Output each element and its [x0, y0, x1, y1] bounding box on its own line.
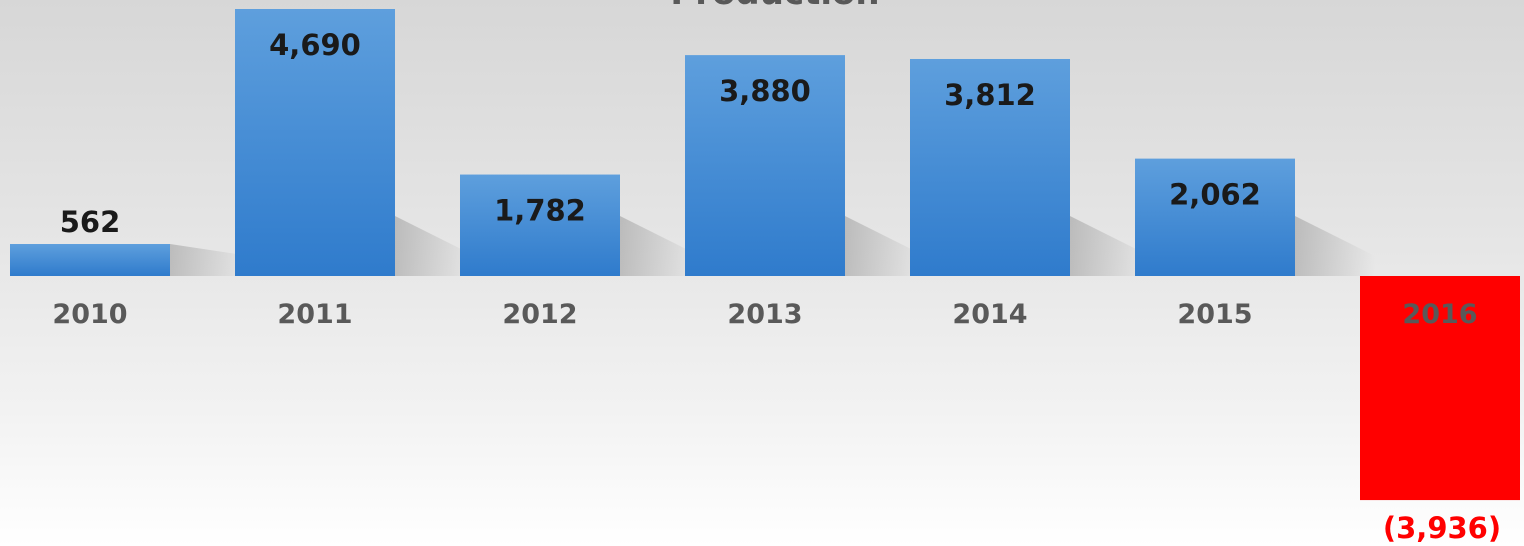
bar-2015: [1135, 158, 1295, 276]
bar-shadow: [395, 216, 475, 276]
tick-label-2010: 2010: [52, 299, 127, 330]
chart-title: Production: [670, 0, 879, 13]
bar-shadow: [170, 244, 250, 276]
tick-label-2015: 2015: [1177, 299, 1252, 330]
tick-label-2011: 2011: [277, 299, 352, 330]
bar-2012: [460, 174, 620, 276]
tick-label-2012: 2012: [502, 299, 577, 330]
bar-2011: [235, 9, 395, 276]
bar-2010: [10, 244, 170, 276]
bar-shadow: [1295, 216, 1375, 276]
bar-2014: [910, 58, 1070, 276]
data-label-2014: 3,812: [944, 78, 1036, 112]
bar-shadow: [1070, 216, 1150, 276]
x-axis-tick-labels: 2010 2011 2012 2013 2014 2015 2016: [52, 299, 1477, 330]
bar-shadows: [170, 216, 1375, 276]
data-label-2010: 562: [60, 205, 121, 239]
bar-2013: [685, 55, 845, 276]
data-label-2012: 1,782: [494, 194, 586, 228]
data-labels: 562 4,690 1,782 3,880 3,812 2,062 (3,936): [60, 28, 1501, 545]
tick-label-2014: 2014: [952, 299, 1027, 330]
bar-2016: [1360, 276, 1520, 501]
bars: [10, 9, 1520, 501]
tick-label-2016: 2016: [1402, 299, 1477, 330]
bar-shadow: [620, 216, 700, 276]
bar-shadow: [845, 216, 925, 276]
data-label-2015: 2,062: [1169, 178, 1261, 212]
data-label-2013: 3,880: [719, 74, 811, 108]
data-label-2016: (3,936): [1383, 511, 1501, 545]
data-label-2011: 4,690: [269, 28, 361, 62]
tick-label-2013: 2013: [727, 299, 802, 330]
